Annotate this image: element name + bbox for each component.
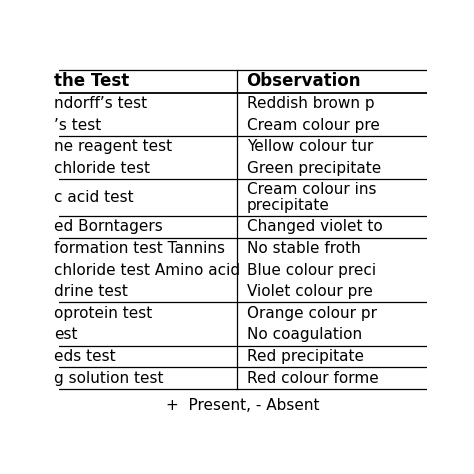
- Bar: [45, 259, 441, 281]
- Bar: [45, 92, 441, 114]
- Text: the Test: the Test: [54, 72, 129, 90]
- Text: formation test Tannins: formation test Tannins: [54, 241, 225, 256]
- Text: ’s test: ’s test: [54, 118, 101, 133]
- Text: Red colour forme: Red colour forme: [246, 371, 378, 386]
- Text: Cream colour ins: Cream colour ins: [246, 182, 376, 197]
- Text: Violet colour pre: Violet colour pre: [246, 284, 373, 299]
- Text: Cream colour pre: Cream colour pre: [246, 118, 380, 133]
- Text: est: est: [54, 328, 77, 342]
- Text: oprotein test: oprotein test: [54, 306, 152, 321]
- Bar: [45, 367, 441, 389]
- Text: No stable froth: No stable froth: [246, 241, 360, 256]
- Text: eds test: eds test: [54, 349, 115, 364]
- Text: Changed violet to: Changed violet to: [246, 219, 383, 234]
- Text: Observation: Observation: [246, 72, 361, 90]
- Bar: [45, 157, 441, 179]
- Text: chloride test: chloride test: [54, 161, 150, 176]
- Text: drine test: drine test: [54, 284, 128, 299]
- Text: ne reagent test: ne reagent test: [54, 139, 172, 154]
- Text: ndorff’s test: ndorff’s test: [54, 96, 147, 111]
- Text: Reddish brown p: Reddish brown p: [246, 96, 374, 111]
- Text: precipitate: precipitate: [246, 198, 329, 213]
- Bar: [45, 136, 441, 157]
- Bar: [45, 237, 441, 259]
- Text: c acid test: c acid test: [54, 190, 133, 205]
- Bar: [45, 216, 441, 237]
- Bar: [45, 346, 441, 367]
- Bar: [45, 179, 441, 216]
- Bar: [45, 114, 441, 136]
- Text: Blue colour preci: Blue colour preci: [246, 263, 376, 278]
- Text: g solution test: g solution test: [54, 371, 163, 386]
- Text: Orange colour pr: Orange colour pr: [246, 306, 377, 321]
- Text: Green precipitate: Green precipitate: [246, 161, 381, 176]
- Text: +  Present, - Absent: + Present, - Absent: [166, 398, 319, 413]
- Bar: [45, 324, 441, 346]
- Bar: [45, 281, 441, 302]
- Text: ed Borntagers: ed Borntagers: [54, 219, 163, 234]
- Text: chloride test Amino acid: chloride test Amino acid: [54, 263, 240, 278]
- Text: No coagulation: No coagulation: [246, 328, 362, 342]
- Text: Yellow colour tur: Yellow colour tur: [246, 139, 373, 154]
- Bar: [45, 302, 441, 324]
- Bar: [45, 70, 441, 389]
- Text: Red precipitate: Red precipitate: [246, 349, 364, 364]
